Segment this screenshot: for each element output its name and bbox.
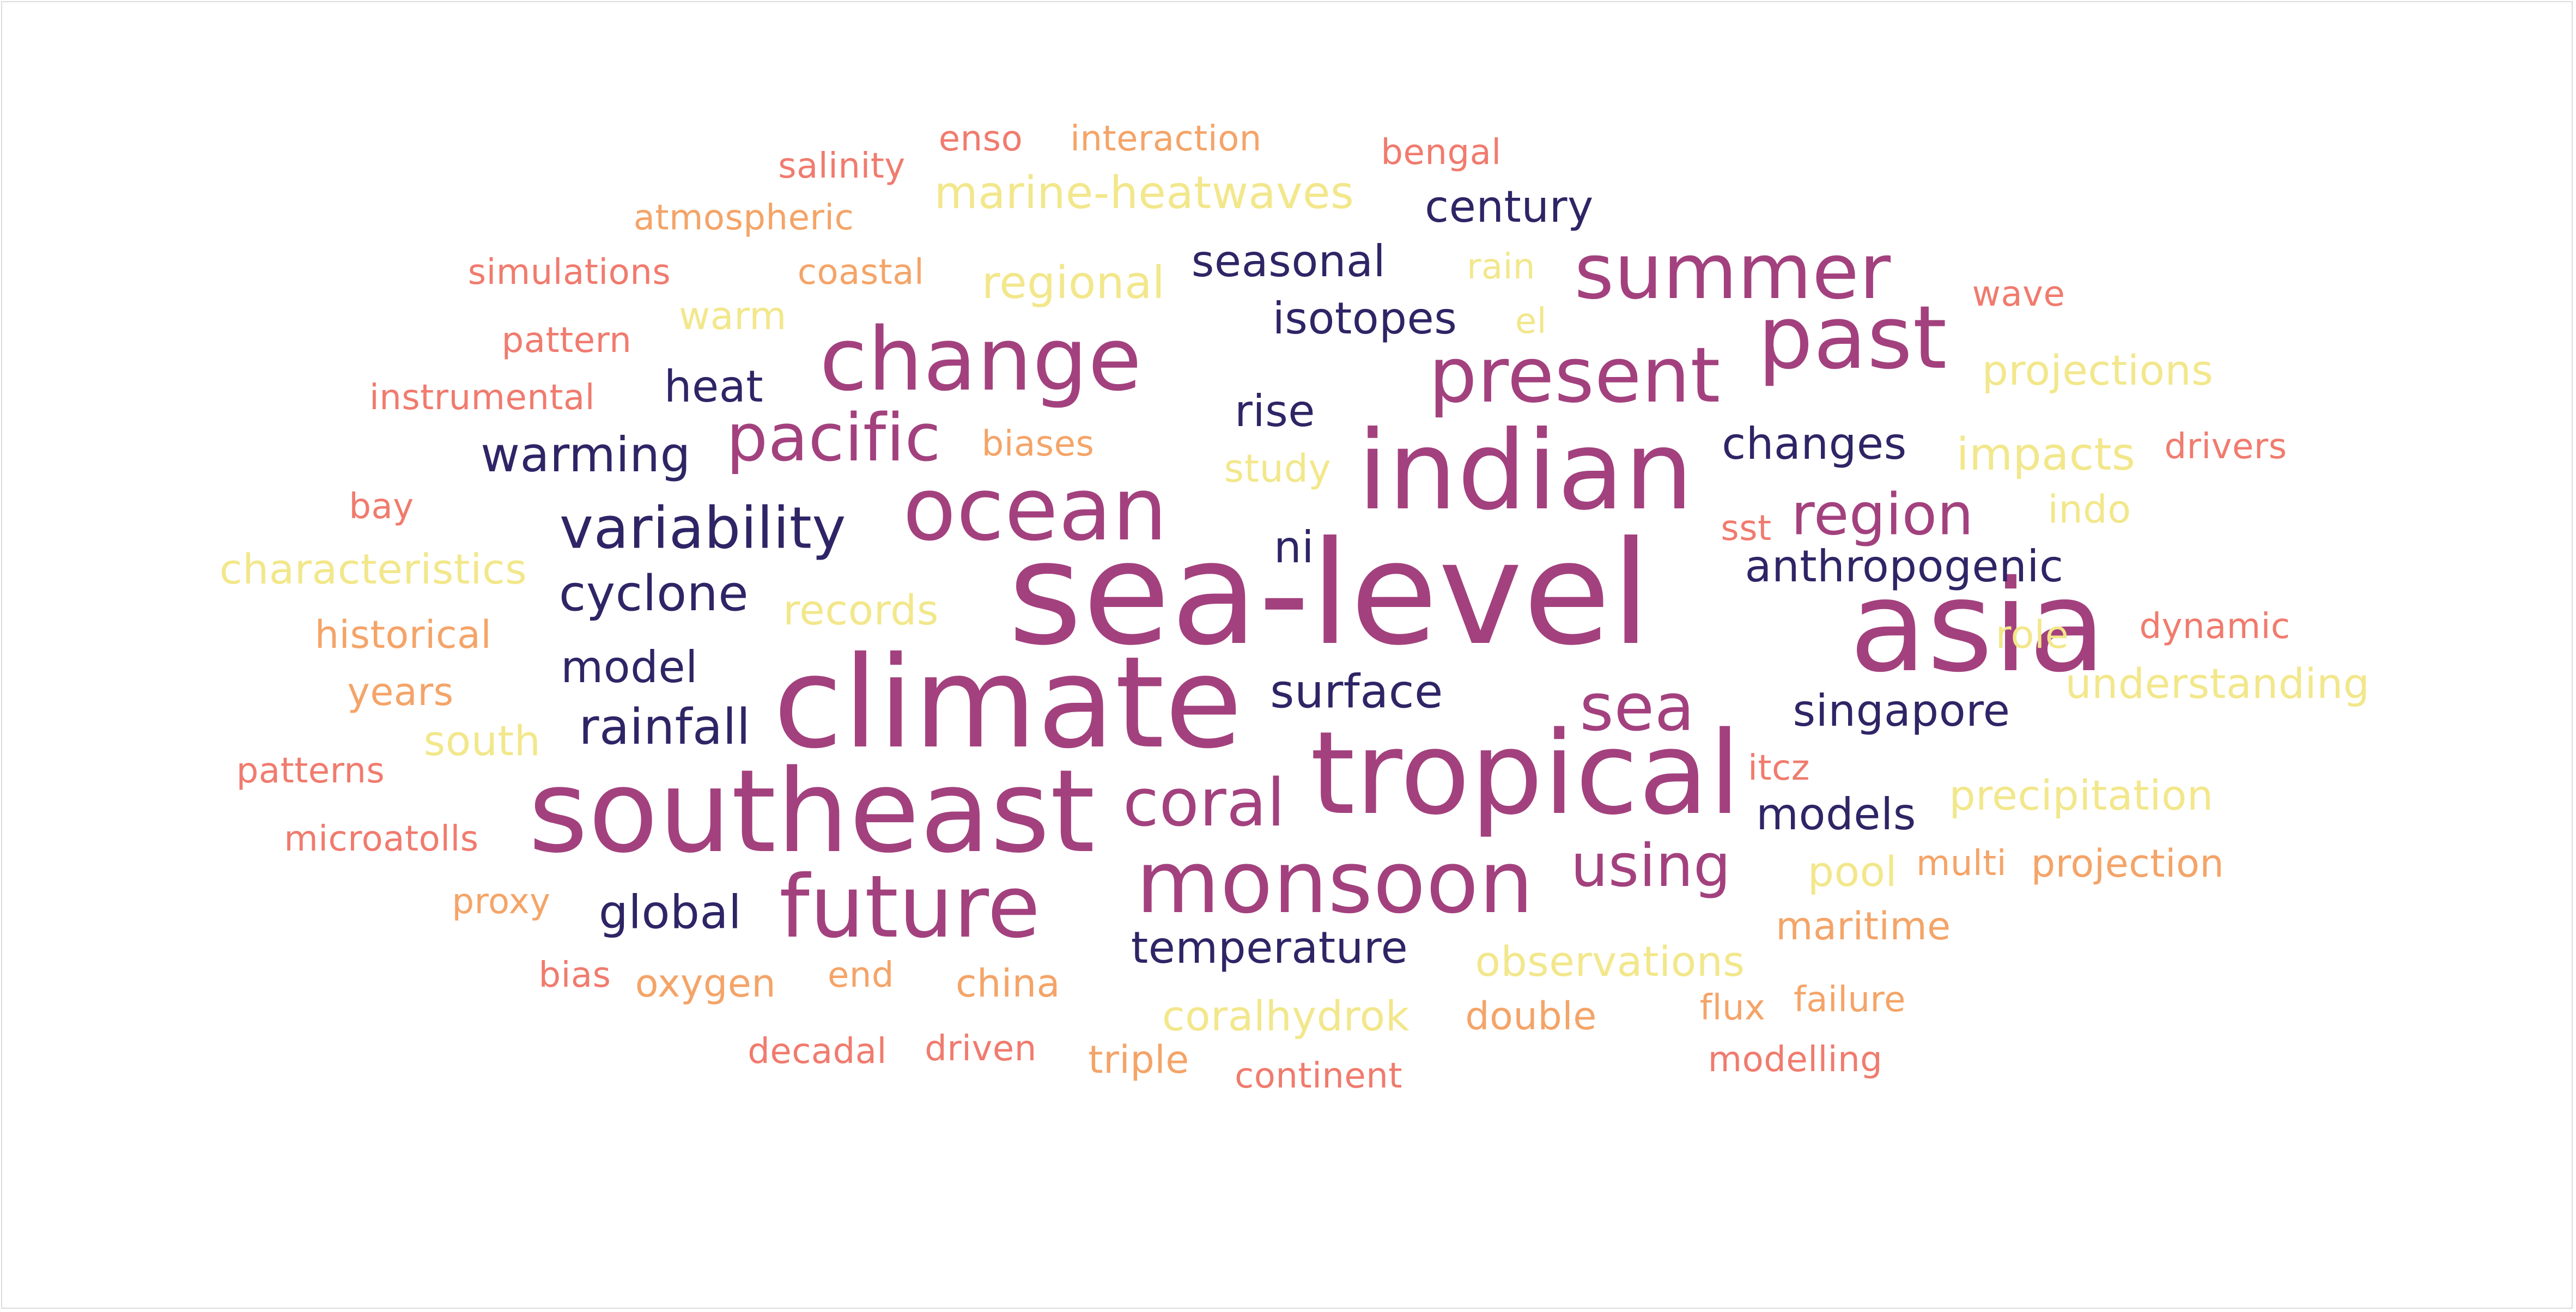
word-ni: ni: [1274, 522, 1314, 573]
word-triple: triple: [1088, 1037, 1189, 1082]
word-salinity: salinity: [778, 146, 906, 186]
word-interaction: interaction: [1070, 119, 1262, 159]
word-southeast: southeast: [528, 745, 1096, 878]
word-region: region: [1791, 481, 1974, 548]
word-coral: coral: [1122, 766, 1286, 841]
word-oxygen: oxygen: [635, 961, 776, 1006]
word-failure: failure: [1794, 980, 1906, 1020]
word-instrumental: instrumental: [369, 378, 596, 418]
word-climate: climate: [773, 629, 1243, 776]
word-impacts: impacts: [1956, 429, 2136, 481]
word-double: double: [1465, 994, 1597, 1038]
word-maritime: maritime: [1776, 904, 1951, 949]
word-wave: wave: [1972, 274, 2065, 314]
word-drivers: drivers: [2164, 427, 2287, 467]
word-coastal: coastal: [797, 252, 925, 293]
word-modelling: modelling: [1708, 1040, 1883, 1080]
word-heat: heat: [664, 361, 764, 412]
word-regional: regional: [981, 257, 1165, 309]
word-present: present: [1429, 331, 1721, 420]
word-rainfall: rainfall: [579, 698, 751, 756]
word-el: el: [1515, 301, 1547, 342]
word-past: past: [1758, 287, 1947, 388]
word-bay: bay: [349, 487, 414, 527]
word-surface: surface: [1270, 665, 1443, 719]
word-century: century: [1425, 181, 1594, 232]
word-bengal: bengal: [1381, 132, 1502, 173]
word-study: study: [1224, 446, 1332, 491]
word-models: models: [1756, 789, 1916, 840]
word-bias: bias: [538, 955, 611, 995]
word-dynamic: dynamic: [2139, 606, 2291, 647]
word-driven: driven: [925, 1029, 1037, 1069]
word-seasonal: seasonal: [1191, 236, 1386, 287]
word-indo: indo: [2048, 487, 2131, 532]
word-multi: multi: [1916, 843, 2007, 884]
word-pattern: pattern: [501, 320, 632, 361]
word-change: change: [819, 308, 1142, 410]
word-end: end: [827, 955, 895, 995]
word-microatolls: microatolls: [284, 819, 479, 859]
word-rain: rain: [1467, 247, 1535, 287]
word-warm: warm: [679, 294, 787, 338]
word-tropical: tropical: [1310, 707, 1741, 840]
word-sst: sst: [1721, 508, 1772, 549]
word-global: global: [598, 885, 742, 940]
word-singapore: singapore: [1793, 685, 2010, 736]
word-projections: projections: [1982, 346, 2214, 394]
word-anthropogenic: anthropogenic: [1745, 541, 2064, 592]
word-asia: asia: [1849, 553, 2106, 700]
word-pool: pool: [1807, 847, 1898, 896]
word-projection: projection: [2031, 841, 2225, 886]
word-historical: historical: [314, 612, 492, 657]
word-monsoon: monsoon: [1135, 833, 1534, 933]
word-future: future: [779, 857, 1041, 957]
word-decadal: decadal: [748, 1031, 887, 1072]
word-patterns: patterns: [236, 751, 385, 791]
word-sea-level: sea-level: [1007, 511, 1651, 677]
word-model: model: [561, 642, 698, 693]
word-flux: flux: [1699, 988, 1766, 1028]
word-temperature: temperature: [1131, 922, 1408, 973]
word-summer: summer: [1574, 228, 1891, 317]
word-isotopes: isotopes: [1272, 293, 1457, 344]
word-observations: observations: [1475, 937, 1745, 986]
word-biases: biases: [981, 424, 1095, 464]
word-itcz: itcz: [1748, 748, 1810, 788]
word-simulations: simulations: [467, 252, 671, 293]
word-enso: enso: [938, 119, 1023, 159]
word-characteristics: characteristics: [219, 545, 527, 593]
word-role: role: [1995, 612, 2069, 657]
word-china: china: [955, 961, 1061, 1006]
word-marine-heatwaves: marine-heatwaves: [934, 167, 1354, 219]
word-ocean: ocean: [902, 458, 1168, 560]
word-rise: rise: [1234, 386, 1316, 436]
word-proxy: proxy: [452, 882, 551, 922]
word-atmospheric: atmospheric: [633, 198, 854, 238]
word-variability: variability: [559, 495, 847, 562]
word-precipitation: precipitation: [1949, 771, 2214, 819]
word-changes: changes: [1722, 418, 1907, 469]
word-understanding: understanding: [2065, 659, 2370, 708]
word-pacific: pacific: [726, 400, 941, 476]
word-coralhydrok: coralhydrok: [1162, 992, 1410, 1040]
word-years: years: [347, 670, 454, 714]
word-continent: continent: [1235, 1056, 1402, 1096]
word-south: south: [423, 716, 541, 765]
word-using: using: [1570, 832, 1731, 900]
word-cyclone: cyclone: [558, 565, 749, 622]
word-records: records: [783, 586, 939, 634]
word-warming: warming: [481, 427, 691, 483]
word-indian: indian: [1357, 408, 1694, 534]
word-sea: sea: [1579, 670, 1695, 746]
